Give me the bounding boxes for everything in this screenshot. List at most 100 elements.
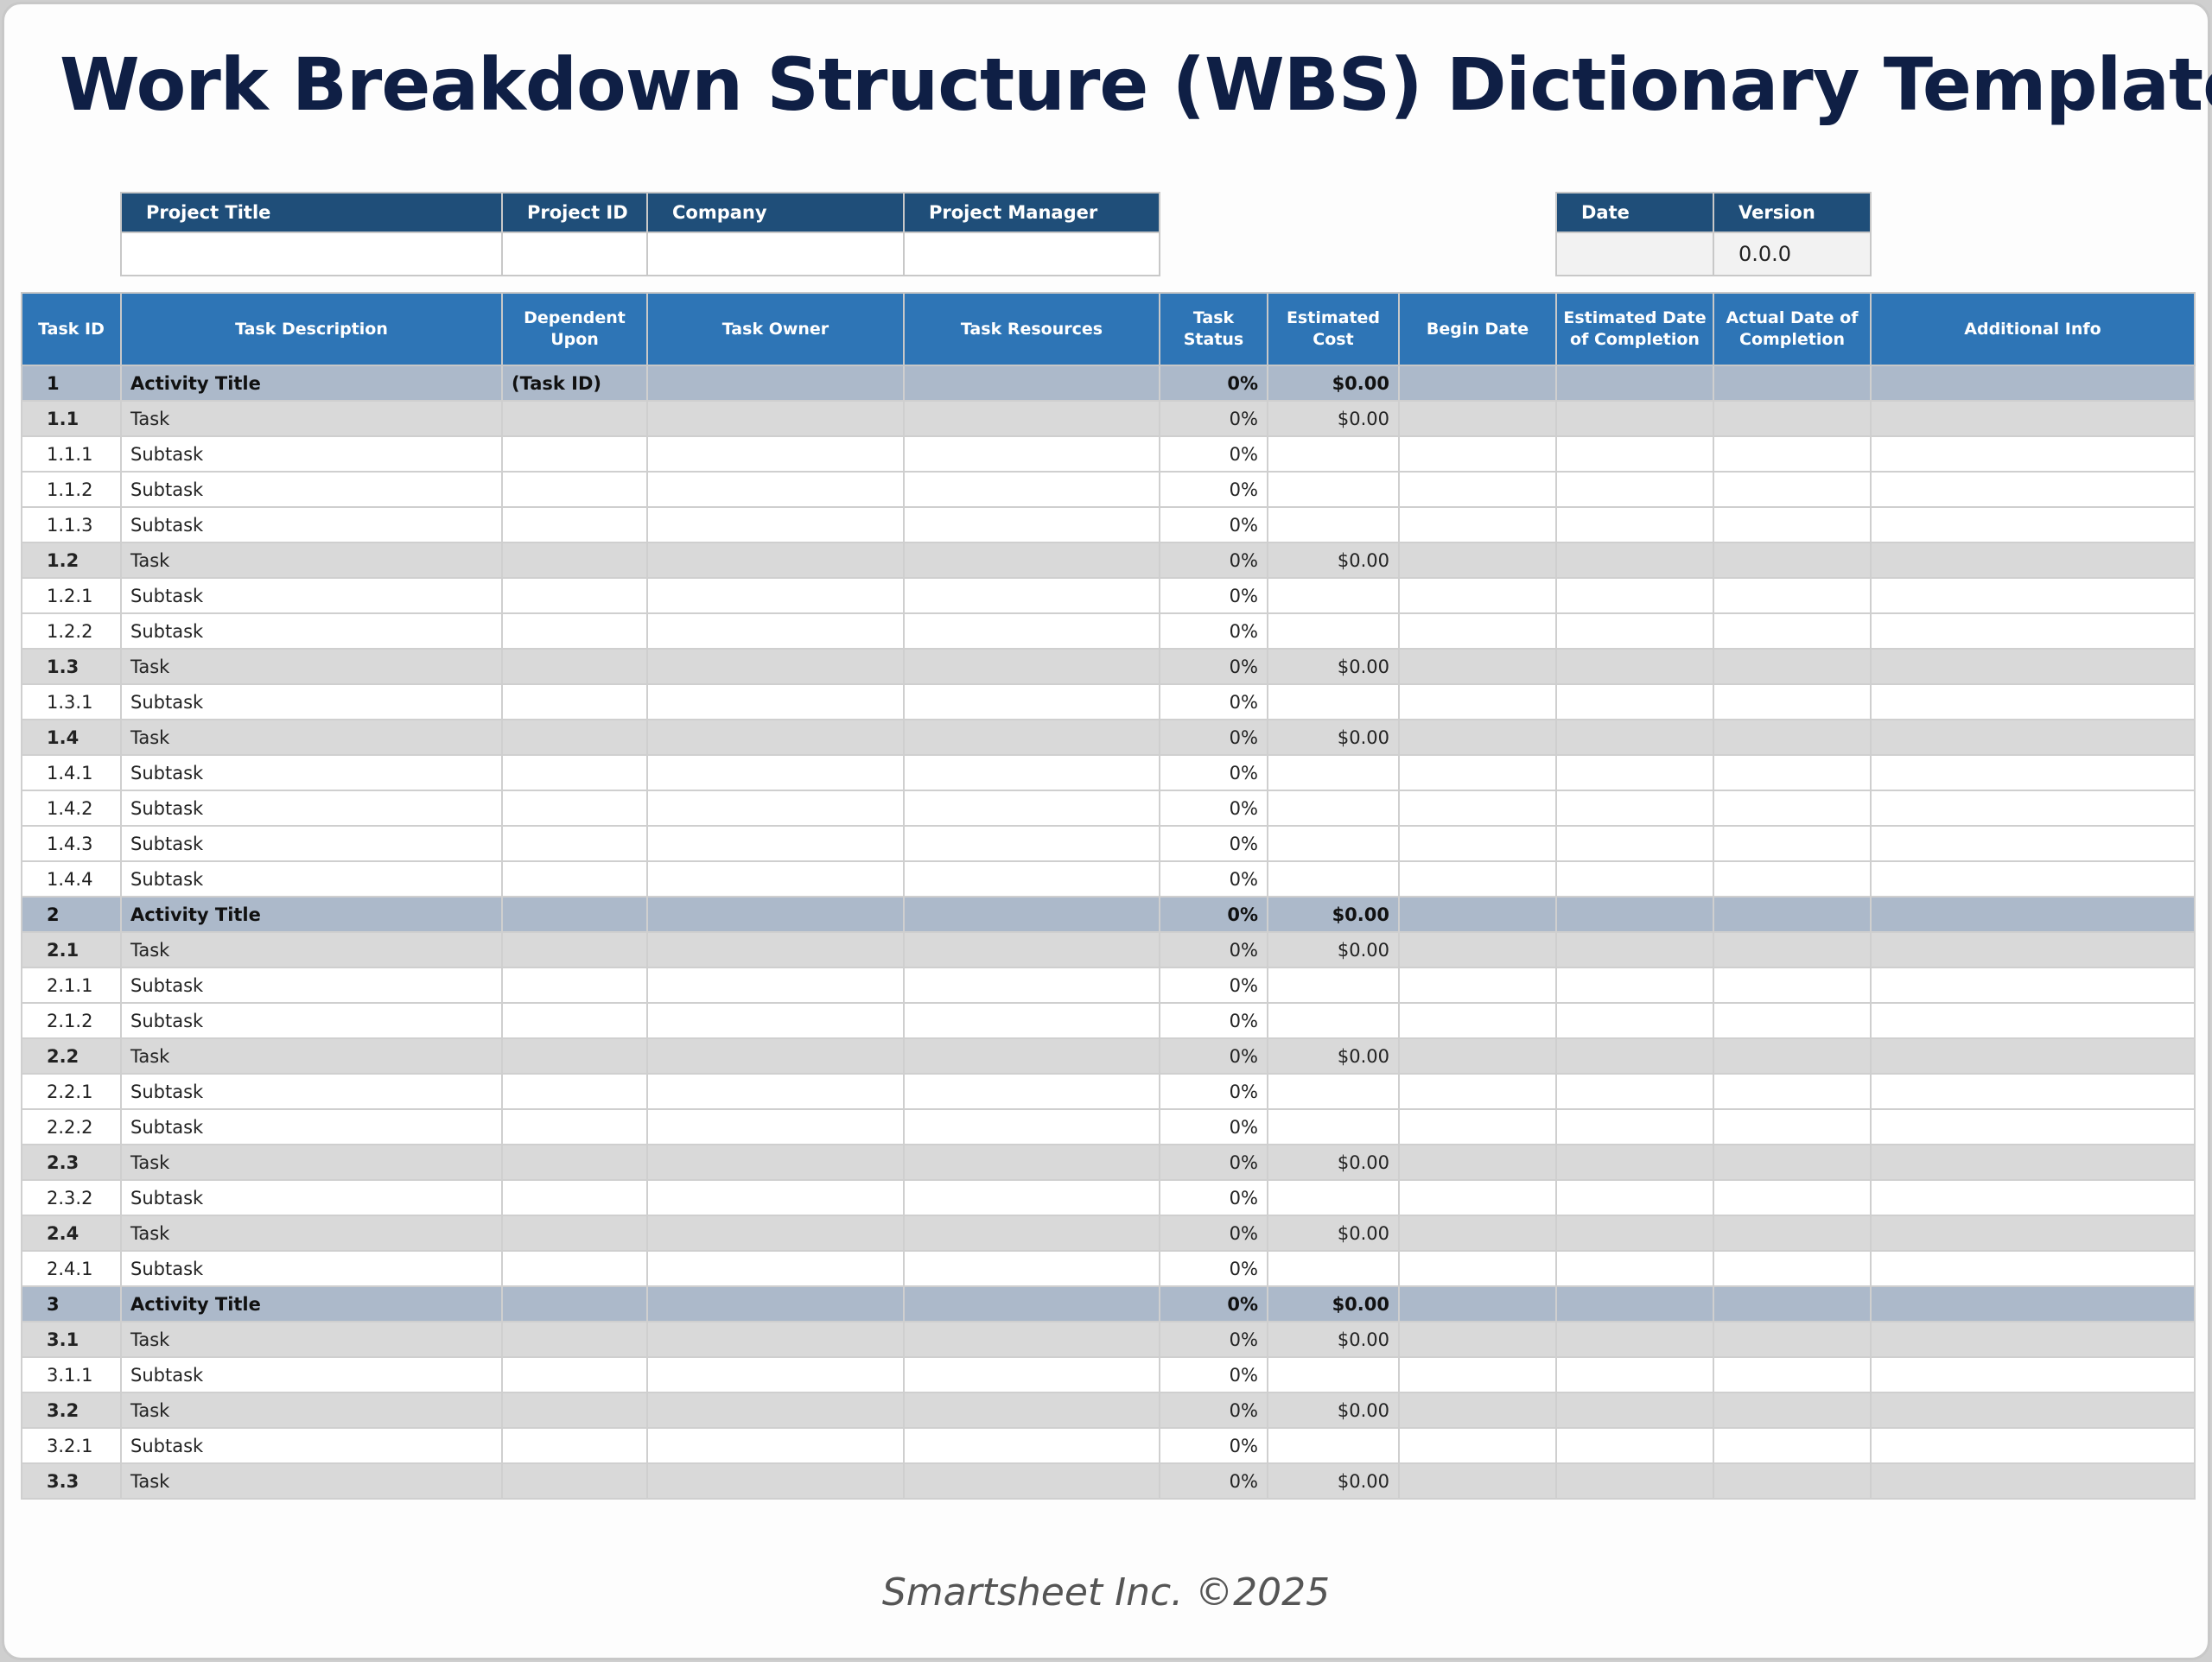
task-resources-cell[interactable]	[903, 1144, 1160, 1181]
task-status-cell[interactable]: 0%	[1159, 648, 1268, 685]
estimated-cost-cell[interactable]	[1267, 577, 1400, 614]
estimated-cost-cell[interactable]	[1267, 825, 1400, 862]
dependent-upon-cell[interactable]	[501, 1427, 648, 1464]
task-owner-cell[interactable]	[646, 1215, 905, 1252]
task-status-cell[interactable]: 0%	[1159, 790, 1268, 827]
task-status-cell[interactable]: 0%	[1159, 435, 1268, 473]
begin-date-cell[interactable]	[1398, 471, 1557, 508]
task-id-cell[interactable]: 1.1	[21, 400, 122, 437]
estimated-cost-cell[interactable]	[1267, 1002, 1400, 1039]
additional-info-cell[interactable]	[1870, 860, 2196, 898]
task-owner-cell[interactable]	[646, 683, 905, 720]
task-status-cell[interactable]: 0%	[1159, 1179, 1268, 1216]
estimated-cost-cell[interactable]	[1267, 683, 1400, 720]
task-resources-cell[interactable]	[903, 931, 1160, 968]
begin-date-cell[interactable]	[1398, 400, 1557, 437]
task-id-cell[interactable]: 1.4.1	[21, 754, 122, 791]
task-status-cell[interactable]: 0%	[1159, 1356, 1268, 1393]
dependent-upon-cell[interactable]	[501, 1002, 648, 1039]
estimated-cost-cell[interactable]	[1267, 1179, 1400, 1216]
actual-completion-cell[interactable]	[1713, 400, 1872, 437]
task-owner-cell[interactable]	[646, 896, 905, 933]
estimated-cost-cell[interactable]: $0.00	[1267, 1321, 1400, 1358]
task-status-cell[interactable]: 0%	[1159, 1108, 1268, 1145]
task-owner-cell[interactable]	[646, 1356, 905, 1393]
estimated-completion-cell[interactable]	[1555, 967, 1714, 1004]
task-status-cell[interactable]: 0%	[1159, 400, 1268, 437]
actual-completion-cell[interactable]	[1713, 1462, 1872, 1500]
estimated-cost-cell[interactable]	[1267, 860, 1400, 898]
additional-info-cell[interactable]	[1870, 1073, 2196, 1110]
task-owner-cell[interactable]	[646, 1073, 905, 1110]
task-description-cell[interactable]: Task	[120, 931, 503, 968]
estimated-completion-cell[interactable]	[1555, 365, 1714, 402]
additional-info-cell[interactable]	[1870, 1002, 2196, 1039]
task-owner-cell[interactable]	[646, 967, 905, 1004]
additional-info-cell[interactable]	[1870, 435, 2196, 473]
dependent-upon-cell[interactable]	[501, 506, 648, 543]
task-id-cell[interactable]: 1.3.1	[21, 683, 122, 720]
estimated-completion-cell[interactable]	[1555, 825, 1714, 862]
task-owner-cell[interactable]	[646, 1179, 905, 1216]
begin-date-cell[interactable]	[1398, 1250, 1557, 1287]
begin-date-cell[interactable]	[1398, 1179, 1557, 1216]
actual-completion-cell[interactable]	[1713, 719, 1872, 756]
actual-completion-cell[interactable]	[1713, 1179, 1872, 1216]
estimated-cost-cell[interactable]: $0.00	[1267, 1462, 1400, 1500]
estimated-completion-cell[interactable]	[1555, 400, 1714, 437]
task-id-cell[interactable]: 2.1.2	[21, 1002, 122, 1039]
task-status-cell[interactable]: 0%	[1159, 1073, 1268, 1110]
task-resources-cell[interactable]	[903, 1215, 1160, 1252]
estimated-cost-cell[interactable]	[1267, 1073, 1400, 1110]
dependent-upon-cell[interactable]	[501, 1250, 648, 1287]
task-owner-cell[interactable]	[646, 1462, 905, 1500]
task-status-cell[interactable]: 0%	[1159, 1321, 1268, 1358]
task-resources-cell[interactable]	[903, 1108, 1160, 1145]
dependent-upon-cell[interactable]	[501, 1215, 648, 1252]
estimated-cost-cell[interactable]: $0.00	[1267, 1215, 1400, 1252]
estimated-completion-cell[interactable]	[1555, 1427, 1714, 1464]
task-resources-cell[interactable]	[903, 860, 1160, 898]
task-resources-cell[interactable]	[903, 400, 1160, 437]
task-owner-cell[interactable]	[646, 400, 905, 437]
estimated-cost-cell[interactable]	[1267, 506, 1400, 543]
dependent-upon-cell[interactable]	[501, 400, 648, 437]
estimated-completion-cell[interactable]	[1555, 1215, 1714, 1252]
task-id-cell[interactable]: 1.1.1	[21, 435, 122, 473]
version-cell[interactable]: 0.0.0	[1713, 232, 1872, 276]
task-resources-cell[interactable]	[903, 825, 1160, 862]
task-owner-cell[interactable]	[646, 1002, 905, 1039]
task-status-cell[interactable]: 0%	[1159, 1250, 1268, 1287]
task-resources-cell[interactable]	[903, 1321, 1160, 1358]
estimated-cost-cell[interactable]: $0.00	[1267, 648, 1400, 685]
task-owner-cell[interactable]	[646, 542, 905, 579]
task-description-cell[interactable]: Subtask	[120, 790, 503, 827]
additional-info-cell[interactable]	[1870, 1427, 2196, 1464]
task-description-cell[interactable]: Subtask	[120, 1427, 503, 1464]
additional-info-cell[interactable]	[1870, 542, 2196, 579]
additional-info-cell[interactable]	[1870, 648, 2196, 685]
additional-info-cell[interactable]	[1870, 612, 2196, 650]
task-status-cell[interactable]: 0%	[1159, 825, 1268, 862]
begin-date-cell[interactable]	[1398, 896, 1557, 933]
task-status-cell[interactable]: 0%	[1159, 1215, 1268, 1252]
additional-info-cell[interactable]	[1870, 896, 2196, 933]
estimated-completion-cell[interactable]	[1555, 1356, 1714, 1393]
begin-date-cell[interactable]	[1398, 1215, 1557, 1252]
estimated-cost-cell[interactable]: $0.00	[1267, 1144, 1400, 1181]
estimated-completion-cell[interactable]	[1555, 683, 1714, 720]
begin-date-cell[interactable]	[1398, 1144, 1557, 1181]
task-owner-cell[interactable]	[646, 1427, 905, 1464]
estimated-cost-cell[interactable]: $0.00	[1267, 400, 1400, 437]
estimated-completion-cell[interactable]	[1555, 648, 1714, 685]
task-description-cell[interactable]: Subtask	[120, 435, 503, 473]
additional-info-cell[interactable]	[1870, 931, 2196, 968]
task-id-cell[interactable]: 1.3	[21, 648, 122, 685]
task-resources-cell[interactable]	[903, 542, 1160, 579]
task-resources-cell[interactable]	[903, 648, 1160, 685]
estimated-completion-cell[interactable]	[1555, 1285, 1714, 1323]
actual-completion-cell[interactable]	[1713, 1215, 1872, 1252]
dependent-upon-cell[interactable]	[501, 1321, 648, 1358]
task-status-cell[interactable]: 0%	[1159, 896, 1268, 933]
task-resources-cell[interactable]	[903, 1179, 1160, 1216]
